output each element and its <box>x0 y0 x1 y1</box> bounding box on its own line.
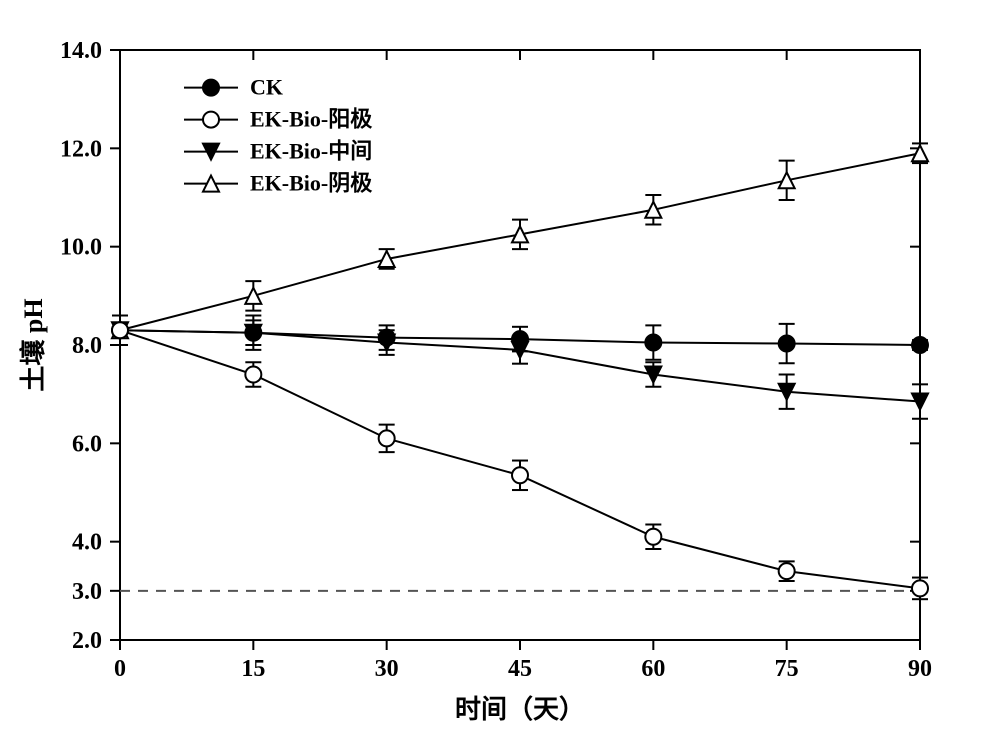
svg-text:45: 45 <box>508 656 532 682</box>
svg-text:30: 30 <box>375 656 399 682</box>
svg-text:时间（天）: 时间（天） <box>455 695 585 724</box>
svg-text:6.0: 6.0 <box>72 431 102 457</box>
svg-text:3.0: 3.0 <box>72 579 102 605</box>
svg-text:14.0: 14.0 <box>60 38 102 64</box>
svg-text:0: 0 <box>114 656 126 682</box>
svg-text:90: 90 <box>908 656 932 682</box>
svg-text:2.0: 2.0 <box>72 628 102 654</box>
svg-text:4.0: 4.0 <box>72 530 102 556</box>
svg-text:12.0: 12.0 <box>60 136 102 162</box>
line-chart-svg: 0 15 30 45 60 75 90 2.0 4.0 6.0 8.0 10.0 12.0 14.0 3.0… <box>0 0 1000 750</box>
svg-text:8.0: 8.0 <box>72 333 102 359</box>
svg-text:10.0: 10.0 <box>60 235 102 261</box>
svg-text:15: 15 <box>241 656 265 682</box>
svg-text:60: 60 <box>641 656 665 682</box>
svg-text:EK-Bio-阴极: EK-Bio-阴极 <box>250 171 373 196</box>
svg-text:土壤 pH: 土壤 pH <box>18 298 48 391</box>
svg-text:CK: CK <box>250 75 283 100</box>
svg-text:EK-Bio-阳极: EK-Bio-阳极 <box>250 107 373 132</box>
chart-container: 0 15 30 45 60 75 90 2.0 4.0 6.0 8.0 10.0 12.0 14.0 3.0… <box>0 0 1000 750</box>
svg-text:75: 75 <box>775 656 799 682</box>
svg-text:EK-Bio-中间: EK-Bio-中间 <box>250 139 372 164</box>
